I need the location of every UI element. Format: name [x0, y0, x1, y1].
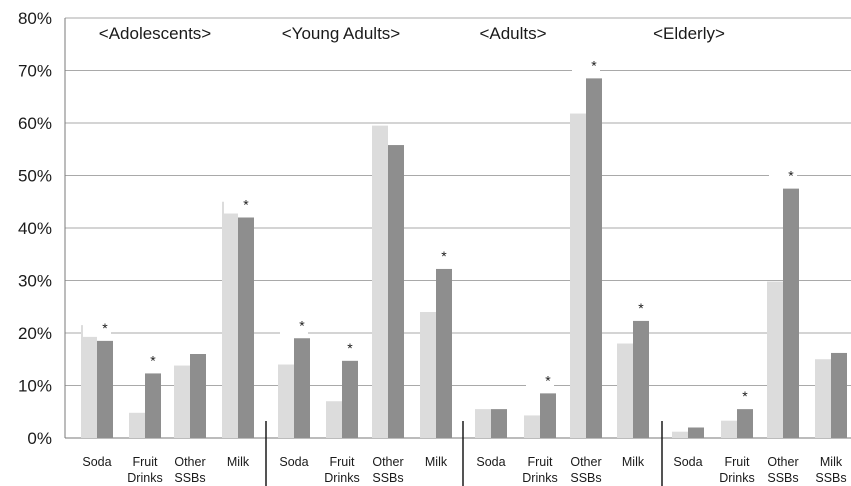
bar [475, 409, 491, 438]
group-label: <Adolescents> [99, 24, 212, 43]
marker-backdrop [224, 198, 252, 214]
category-label: SSBs [767, 471, 798, 485]
category-label: SSBs [570, 471, 601, 485]
bar [721, 420, 737, 438]
marker-backdrop [619, 301, 647, 317]
bar [491, 409, 507, 438]
significance-marker: * [545, 372, 551, 388]
significance-marker: * [299, 317, 305, 333]
category-label: Milk [227, 455, 250, 469]
y-tick-label: 80% [18, 9, 52, 28]
category-label: Milk [425, 455, 448, 469]
bar [81, 325, 97, 438]
category-label: Drinks [719, 471, 754, 485]
bar [436, 268, 452, 438]
bar [97, 340, 113, 438]
category-label: Drinks [522, 471, 557, 485]
marker-backdrop [572, 59, 600, 75]
bar [145, 373, 161, 438]
bar [672, 431, 688, 438]
group-label: <Young Adults> [282, 24, 401, 43]
marker-backdrop [131, 354, 159, 370]
bar [388, 145, 404, 439]
category-label: Drinks [127, 471, 162, 485]
category-label: Milk [622, 455, 645, 469]
category-label: Fruit [528, 455, 554, 469]
category-label: SSBs [815, 471, 846, 485]
category-label: Other [174, 455, 205, 469]
significance-marker: * [742, 388, 748, 404]
bar [617, 343, 633, 438]
category-label: Other [570, 455, 601, 469]
bar [174, 365, 190, 438]
marker-backdrop [526, 374, 554, 390]
category-label: Milk [820, 455, 843, 469]
bar [586, 78, 602, 438]
category-label: SSBs [174, 471, 205, 485]
y-tick-label: 40% [18, 219, 52, 238]
significance-marker: * [150, 352, 156, 368]
category-label: Fruit [330, 455, 356, 469]
category-label: Fruit [133, 455, 159, 469]
bar [238, 217, 254, 438]
bar [688, 427, 704, 438]
bar [420, 312, 436, 438]
category-label: Other [372, 455, 403, 469]
significance-marker: * [243, 197, 249, 213]
bar [570, 113, 586, 439]
y-tick-label: 70% [18, 62, 52, 81]
bar [326, 401, 342, 438]
significance-marker: * [591, 57, 597, 73]
category-label: Fruit [725, 455, 751, 469]
significance-marker: * [638, 300, 644, 316]
marker-backdrop [280, 319, 308, 335]
bar [372, 125, 388, 438]
group-label: <Adults> [479, 24, 546, 43]
bar [222, 201, 238, 438]
bar [737, 409, 753, 438]
bar [524, 415, 540, 438]
bar [831, 352, 847, 438]
bar [540, 393, 556, 438]
category-label: Soda [476, 455, 505, 469]
significance-marker: * [102, 320, 108, 336]
marker-backdrop [769, 169, 797, 185]
marker-backdrop [723, 390, 751, 406]
y-tick-label: 10% [18, 377, 52, 396]
bar [815, 359, 831, 438]
category-label: Soda [279, 455, 308, 469]
bar [783, 188, 799, 438]
y-tick-label: 20% [18, 324, 52, 343]
significance-marker: * [347, 340, 353, 356]
marker-backdrop [328, 341, 356, 357]
significance-marker: * [788, 168, 794, 184]
bar [278, 364, 294, 438]
category-label: Drinks [324, 471, 359, 485]
bar [633, 320, 649, 438]
group-label: <Elderly> [653, 24, 725, 43]
category-label: Soda [82, 455, 111, 469]
category-label: SSBs [372, 471, 403, 485]
bar [767, 281, 783, 438]
y-tick-label: 30% [18, 272, 52, 291]
bar [294, 338, 310, 438]
y-tick-label: 50% [18, 167, 52, 186]
category-label: Other [767, 455, 798, 469]
marker-backdrop [83, 321, 111, 337]
y-tick-label: 60% [18, 114, 52, 133]
marker-backdrop [422, 249, 450, 265]
y-tick-label: 0% [27, 429, 52, 448]
bar [342, 360, 358, 438]
bar [129, 412, 145, 438]
bar [190, 354, 206, 438]
significance-marker: * [441, 248, 447, 264]
category-label: Soda [673, 455, 702, 469]
